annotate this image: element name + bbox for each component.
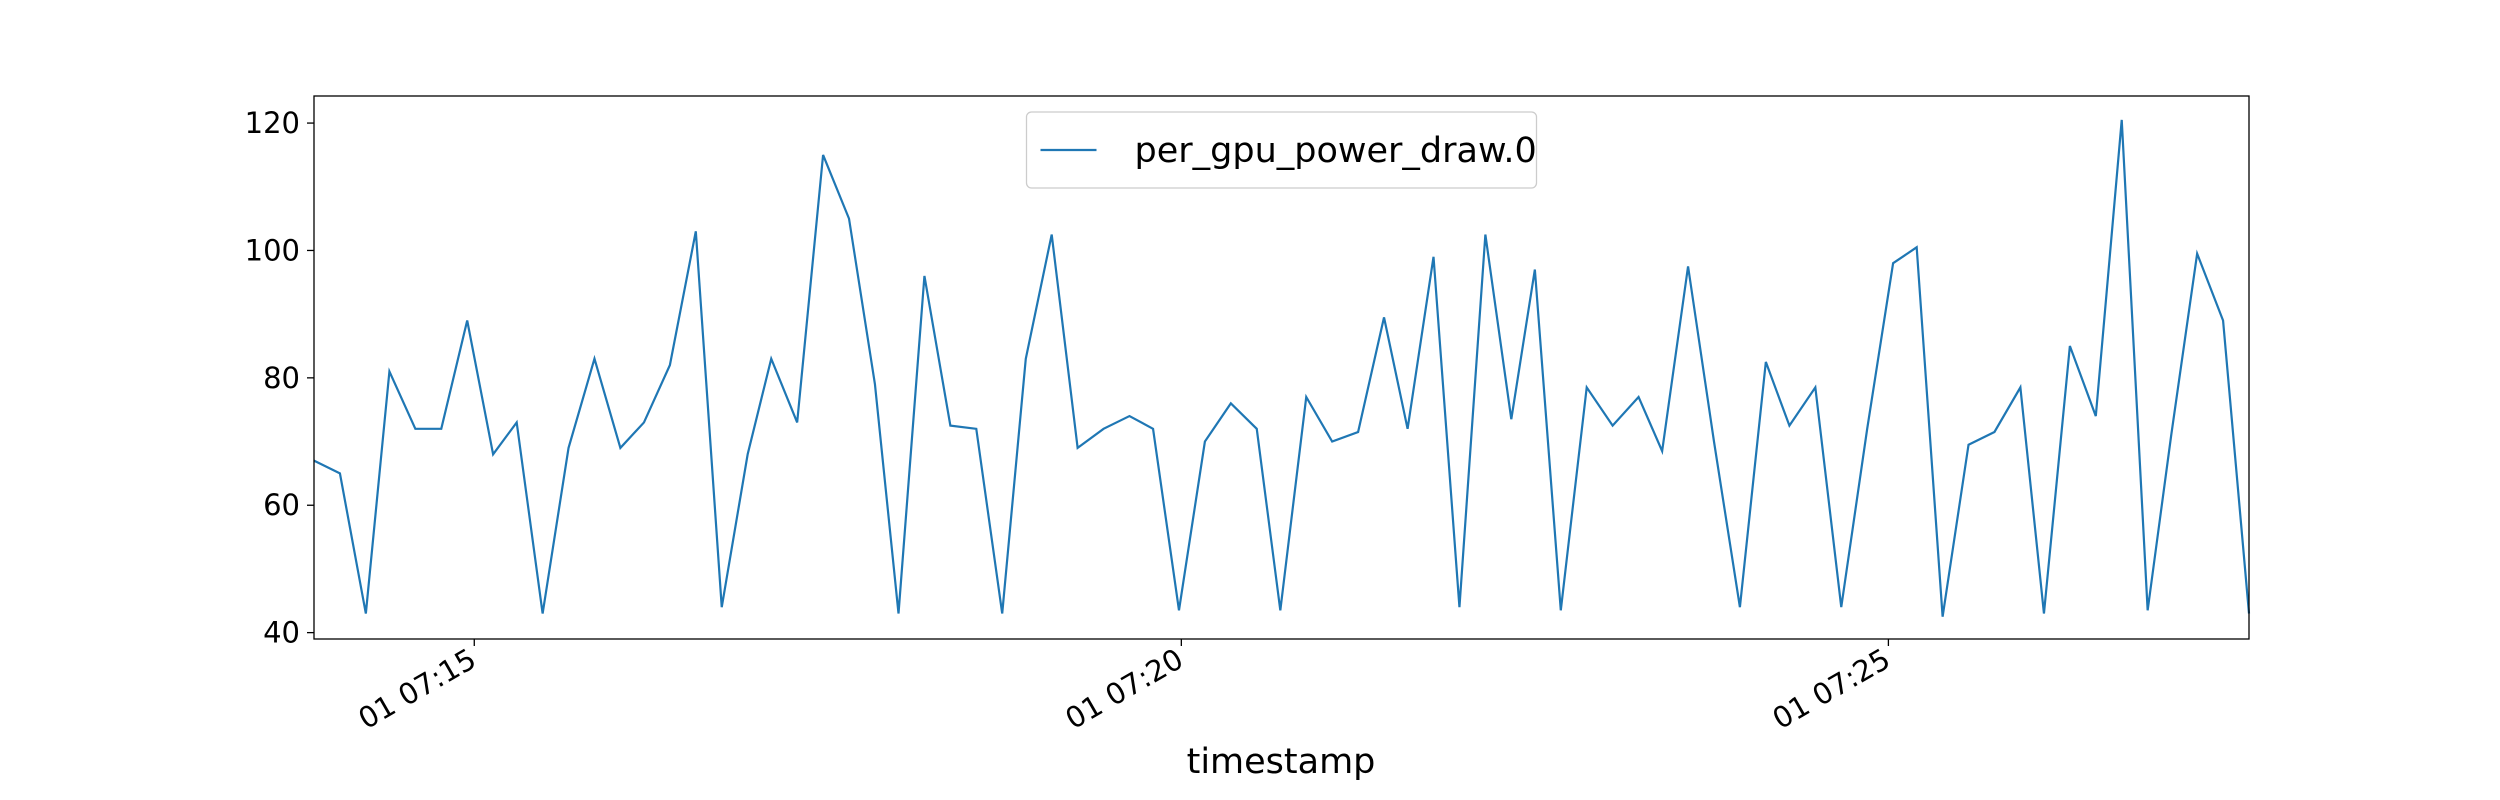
plot-frame bbox=[313, 95, 2250, 640]
legend-label: per_gpu_power_draw.0 bbox=[1135, 131, 1537, 171]
x-tick-label: 01 07:15 bbox=[352, 642, 481, 736]
y-tick-label: 80 bbox=[263, 361, 300, 395]
y-tick-label: 40 bbox=[263, 616, 300, 650]
x-axis-label: timestamp bbox=[1187, 742, 1376, 782]
y-tick-label: 100 bbox=[245, 233, 300, 267]
y-tick-label: 120 bbox=[245, 106, 300, 140]
data-line bbox=[313, 119, 2251, 617]
x-tick-label: 01 07:25 bbox=[1767, 642, 1896, 736]
x-tick-label: 01 07:20 bbox=[1060, 642, 1189, 736]
y-tick-label: 60 bbox=[263, 488, 300, 522]
legend-box bbox=[1025, 111, 1538, 189]
legend: per_gpu_power_draw.0 bbox=[1025, 111, 1538, 189]
